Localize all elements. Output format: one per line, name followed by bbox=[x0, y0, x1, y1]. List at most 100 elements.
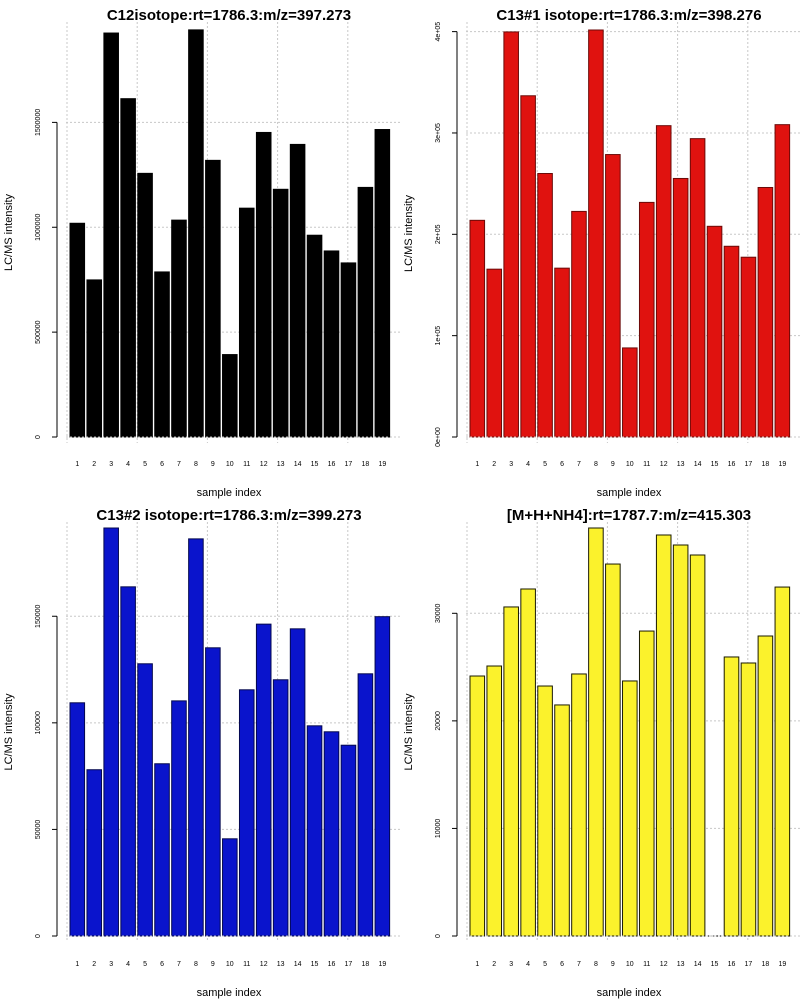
y-axis: 0 500000 1000000 1500000 bbox=[35, 109, 58, 439]
x-tick-label: 1 bbox=[475, 961, 479, 968]
bar-sample-11 bbox=[238, 207, 255, 438]
x-tick-label: 17 bbox=[745, 461, 753, 468]
x-tick-label: 16 bbox=[728, 961, 736, 968]
panel-m-h-nh4-adduct: [M+H+NH4]:rt=1787.7:m/z=415.303 sample i… bbox=[403, 507, 800, 999]
y-tick-label: 150000 bbox=[35, 604, 42, 627]
bar-sample-3 bbox=[503, 31, 519, 438]
bar-sample-16 bbox=[723, 656, 740, 937]
bars bbox=[469, 29, 791, 438]
x-tick-label: 9 bbox=[611, 961, 615, 968]
bar-sample-19 bbox=[774, 586, 791, 937]
bar-sample-2 bbox=[486, 665, 503, 937]
x-tick-label: 18 bbox=[361, 961, 369, 968]
panel-title: [M+H+NH4]:rt=1787.7:m/z=415.303 bbox=[507, 507, 751, 524]
x-tick-label: 1 bbox=[75, 461, 79, 468]
bar-sample-17 bbox=[340, 262, 357, 438]
bar-sample-11 bbox=[638, 630, 655, 937]
x-tick-labels: 1 2 3 4 5 6 7 8 9 10 11 12 13 14 15 16 17 18 19 bbox=[75, 461, 386, 468]
bar-sample-19 bbox=[374, 616, 391, 937]
bar-sample-18 bbox=[757, 635, 774, 937]
x-tick-label: 13 bbox=[277, 461, 285, 468]
y-tick-label: 1e+05 bbox=[435, 326, 442, 346]
x-tick-label: 3 bbox=[109, 961, 113, 968]
x-tick-labels: 1 2 3 4 5 6 7 8 9 10 11 12 13 14 15 16 17 18 19 bbox=[475, 961, 786, 968]
x-tick-label: 13 bbox=[277, 961, 285, 968]
x-tick-label: 9 bbox=[211, 461, 215, 468]
bar-sample-9 bbox=[205, 159, 221, 438]
x-tick-label: 12 bbox=[660, 461, 668, 468]
x-tick-label: 8 bbox=[194, 461, 198, 468]
x-tick-label: 18 bbox=[761, 461, 769, 468]
x-tick-label: 6 bbox=[160, 961, 164, 968]
bar-sample-6 bbox=[554, 704, 570, 937]
x-tick-label: 14 bbox=[294, 961, 302, 968]
panel-title: C12isotope:rt=1786.3:m/z=397.273 bbox=[107, 7, 351, 24]
bar-sample-8 bbox=[188, 29, 204, 438]
x-tick-label: 16 bbox=[328, 461, 336, 468]
x-axis-title: sample index bbox=[597, 987, 662, 999]
x-tick-label: 6 bbox=[560, 461, 564, 468]
x-tick-label: 4 bbox=[526, 961, 530, 968]
x-tick-label: 15 bbox=[711, 461, 719, 468]
y-axis-title: LC/MS intensity bbox=[403, 194, 415, 272]
y-tick-label: 2e+05 bbox=[435, 224, 442, 244]
bar-sample-6 bbox=[554, 267, 570, 438]
bars bbox=[469, 527, 791, 937]
panel-c13-1-isotope: C13#1 isotope:rt=1786.3:m/z=398.276 samp… bbox=[403, 7, 800, 499]
y-tick-label: 0 bbox=[35, 435, 42, 439]
bars bbox=[69, 29, 391, 438]
bar-sample-14 bbox=[289, 143, 306, 438]
bar-sample-6 bbox=[154, 763, 170, 937]
x-tick-label: 4 bbox=[126, 461, 130, 468]
x-tick-label: 13 bbox=[677, 461, 685, 468]
bar-sample-17 bbox=[740, 256, 757, 438]
bar-sample-8 bbox=[588, 29, 604, 438]
bar-sample-8 bbox=[588, 527, 604, 937]
bar-sample-12 bbox=[255, 131, 272, 438]
bar-sample-9 bbox=[605, 154, 621, 438]
y-tick-label: 0e+00 bbox=[435, 427, 442, 447]
bar-sample-11 bbox=[238, 689, 255, 937]
x-tick-label: 17 bbox=[345, 461, 353, 468]
x-tick-label: 3 bbox=[109, 461, 113, 468]
y-tick-label: 30000 bbox=[435, 603, 442, 623]
bar-sample-4 bbox=[520, 588, 536, 937]
x-tick-label: 9 bbox=[211, 961, 215, 968]
x-tick-label: 4 bbox=[526, 461, 530, 468]
x-axis-title: sample index bbox=[597, 487, 662, 499]
bar-sample-19 bbox=[774, 124, 791, 438]
bar-sample-2 bbox=[86, 279, 103, 438]
x-tick-label: 7 bbox=[177, 961, 181, 968]
x-tick-label: 1 bbox=[75, 961, 79, 968]
y-axis: 0 50000 100000 150000 bbox=[35, 604, 58, 938]
bar-sample-6 bbox=[154, 271, 170, 438]
panel-c12-isotope: C12isotope:rt=1786.3:m/z=397.273 sample … bbox=[3, 7, 400, 499]
bar-sample-4 bbox=[520, 95, 536, 438]
y-tick-label: 1500000 bbox=[35, 109, 42, 136]
x-tick-label: 14 bbox=[694, 961, 702, 968]
y-tick-label: 500000 bbox=[35, 320, 42, 343]
x-tick-label: 17 bbox=[345, 961, 353, 968]
x-tick-label: 9 bbox=[611, 461, 615, 468]
x-tick-label: 10 bbox=[626, 461, 634, 468]
x-tick-label: 12 bbox=[260, 461, 268, 468]
bar-sample-14 bbox=[289, 628, 306, 937]
bar-sample-7 bbox=[571, 673, 587, 937]
bar-sample-3 bbox=[503, 606, 519, 937]
bar-sample-19 bbox=[374, 129, 391, 438]
bar-sample-3 bbox=[103, 527, 119, 937]
bar-sample-2 bbox=[86, 769, 103, 937]
y-tick-label: 100000 bbox=[35, 711, 42, 734]
x-axis-title: sample index bbox=[197, 987, 262, 999]
bars bbox=[69, 527, 391, 937]
bar-sample-8 bbox=[188, 538, 204, 937]
x-tick-label: 19 bbox=[378, 961, 386, 968]
x-tick-label: 8 bbox=[594, 461, 598, 468]
x-tick-label: 16 bbox=[328, 961, 336, 968]
y-tick-label: 10000 bbox=[435, 819, 442, 839]
bar-sample-18 bbox=[757, 186, 774, 438]
bar-sample-18 bbox=[357, 673, 374, 937]
y-tick-label: 0 bbox=[435, 934, 442, 938]
x-tick-label: 16 bbox=[728, 461, 736, 468]
